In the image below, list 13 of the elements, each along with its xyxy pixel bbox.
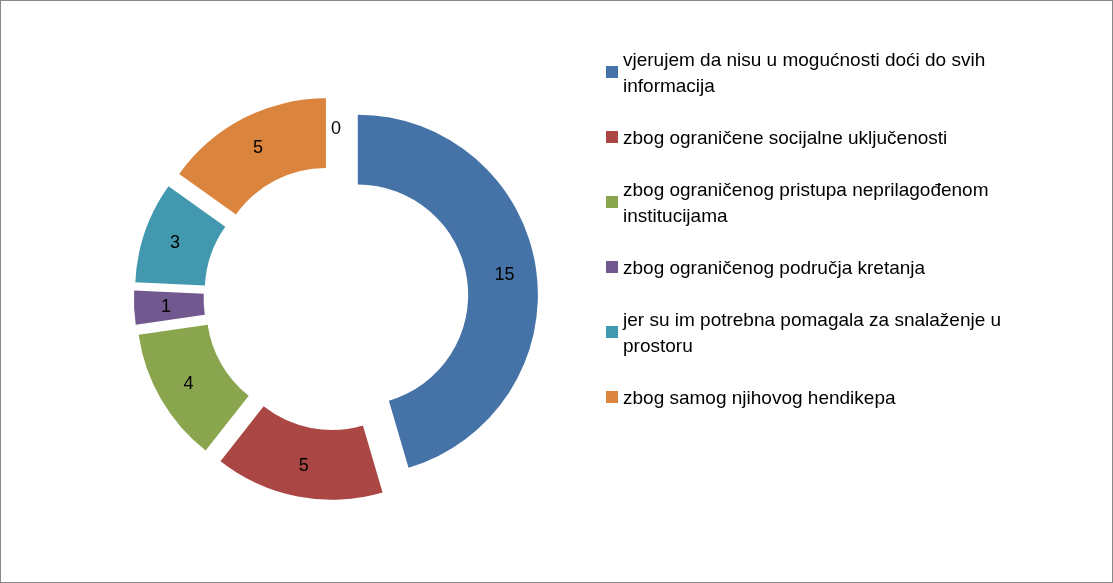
- data-label: 15: [494, 263, 515, 284]
- data-label: 3: [170, 232, 181, 253]
- legend-label: zbog ograničenog područja kretanja: [623, 256, 926, 278]
- legend-label: zbog samog njihovog hendikepa: [623, 386, 896, 408]
- legend-label: vjerujem da nisu u mogućnosti doći do svih informacija: [623, 48, 991, 96]
- data-label: 5: [298, 455, 309, 476]
- data-label: 1: [160, 296, 171, 317]
- legend-label: zbog ograničenog pristupa neprilagođenom institucijama: [623, 178, 994, 226]
- data-label: 5: [252, 136, 263, 157]
- text: 0: [330, 117, 342, 138]
- data-label: 4: [183, 373, 194, 394]
- legend-label: zbog ograničene socijalne uključenosti: [623, 126, 948, 148]
- legend-label: jer su im potrebna pomagala za snalaženje u prostoru: [622, 308, 1007, 356]
